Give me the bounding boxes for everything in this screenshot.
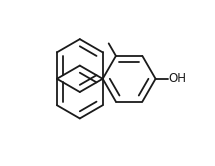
Text: OH: OH: [169, 72, 187, 85]
